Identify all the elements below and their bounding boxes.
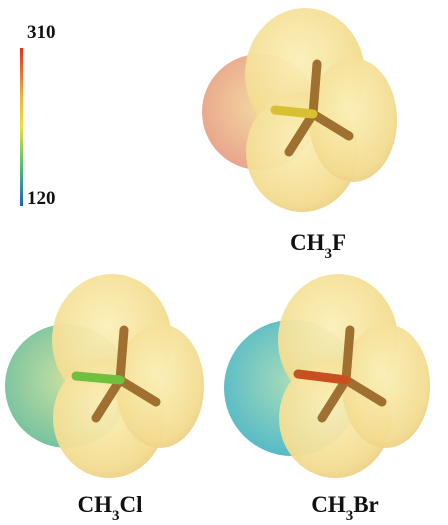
formula: CH3Cl	[78, 492, 143, 524]
page: {"color_scale": {"max": 310, "min": 120}…	[0, 0, 448, 525]
formula-part: F	[332, 230, 346, 255]
ch3cl-model	[5, 274, 204, 478]
formula-part: Br	[353, 492, 379, 517]
figure: 310 120 CH3F CH3Cl CH3Br	[0, 0, 448, 525]
scale-min: 120	[27, 188, 56, 209]
formula-part: CH	[311, 492, 346, 517]
formula-part: CH	[290, 230, 325, 255]
ch3f-model	[202, 8, 397, 212]
formula-part: CH	[78, 492, 113, 517]
formula-subscript: 3	[346, 508, 354, 524]
scale-max: 310	[27, 22, 56, 43]
formula-subscript: 3	[324, 246, 332, 262]
ch3br-model	[224, 274, 430, 478]
formula-subscript: 3	[112, 508, 120, 524]
formula: CH3Br	[311, 492, 379, 524]
formula-part: Cl	[120, 492, 143, 517]
formula: CH3F	[290, 230, 346, 262]
color-bar	[20, 48, 23, 206]
